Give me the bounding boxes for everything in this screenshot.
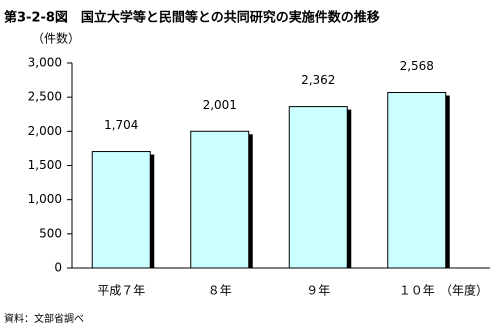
bar — [91, 151, 151, 269]
y-tick-label: 500 — [39, 226, 62, 240]
bar — [288, 106, 348, 269]
y-tick-label: 1,500 — [28, 158, 62, 172]
value-label: 2,568 — [400, 59, 434, 73]
y-tick-label: 1,000 — [28, 192, 62, 206]
x-axis-label: （年度） — [440, 283, 488, 298]
y-tick-label: 0 — [54, 261, 62, 275]
y-tick-label: 2,500 — [28, 90, 62, 104]
x-tick-label: ９年 — [306, 284, 330, 298]
y-tick-label: 2,000 — [28, 124, 62, 138]
value-label: 2,362 — [301, 73, 335, 87]
x-tick-label: ８年 — [208, 284, 232, 298]
x-tick-label: 平成７年 — [97, 284, 145, 298]
source-note: 資料：文部省調べ — [4, 312, 84, 325]
chart-title: 第3-2-8図 国立大学等と民間等との共同研究の実施件数の推移 — [4, 10, 380, 26]
y-axis-label: （件数） — [32, 31, 80, 46]
value-label: 1,704 — [104, 118, 138, 132]
x-tick-label: １０年 — [399, 284, 435, 298]
bar — [190, 130, 250, 269]
y-tick-label: 3,000 — [28, 56, 62, 70]
value-label: 2,001 — [203, 98, 237, 112]
bar — [387, 92, 447, 269]
